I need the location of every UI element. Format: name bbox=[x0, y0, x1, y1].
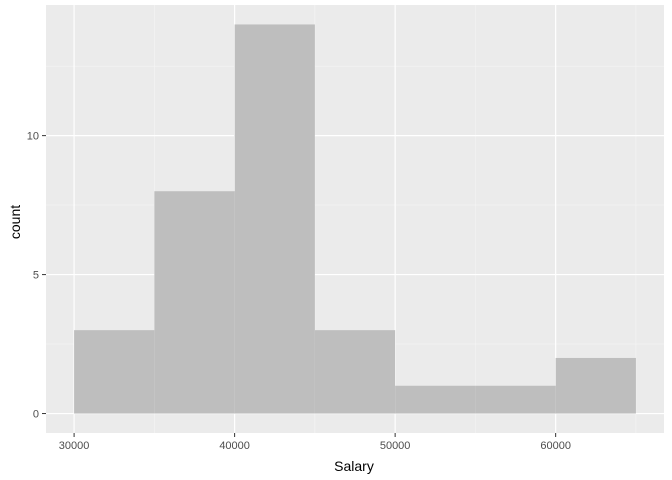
y-axis-title: count bbox=[7, 205, 23, 239]
y-tick-label: 10 bbox=[27, 131, 39, 143]
histogram-bar bbox=[154, 191, 235, 414]
histogram-bar bbox=[234, 24, 315, 414]
histogram-bar bbox=[475, 385, 556, 414]
x-tick-label: 30000 bbox=[59, 440, 90, 452]
histogram-bar bbox=[314, 330, 396, 414]
histogram-bar bbox=[395, 385, 476, 414]
x-axis-title: Salary bbox=[334, 458, 374, 474]
histogram-bar bbox=[74, 330, 155, 414]
histogram-bars bbox=[74, 24, 636, 414]
x-tick-label: 50000 bbox=[380, 440, 411, 452]
y-tick-label: 5 bbox=[33, 270, 39, 282]
x-axis-ticks: 30000 40000 50000 60000 bbox=[59, 433, 571, 452]
y-axis-ticks: 0 5 10 bbox=[27, 131, 46, 421]
x-tick-label: 60000 bbox=[540, 440, 571, 452]
x-tick-label: 40000 bbox=[219, 440, 250, 452]
histogram-bar bbox=[555, 357, 636, 414]
y-tick-label: 0 bbox=[33, 409, 39, 421]
